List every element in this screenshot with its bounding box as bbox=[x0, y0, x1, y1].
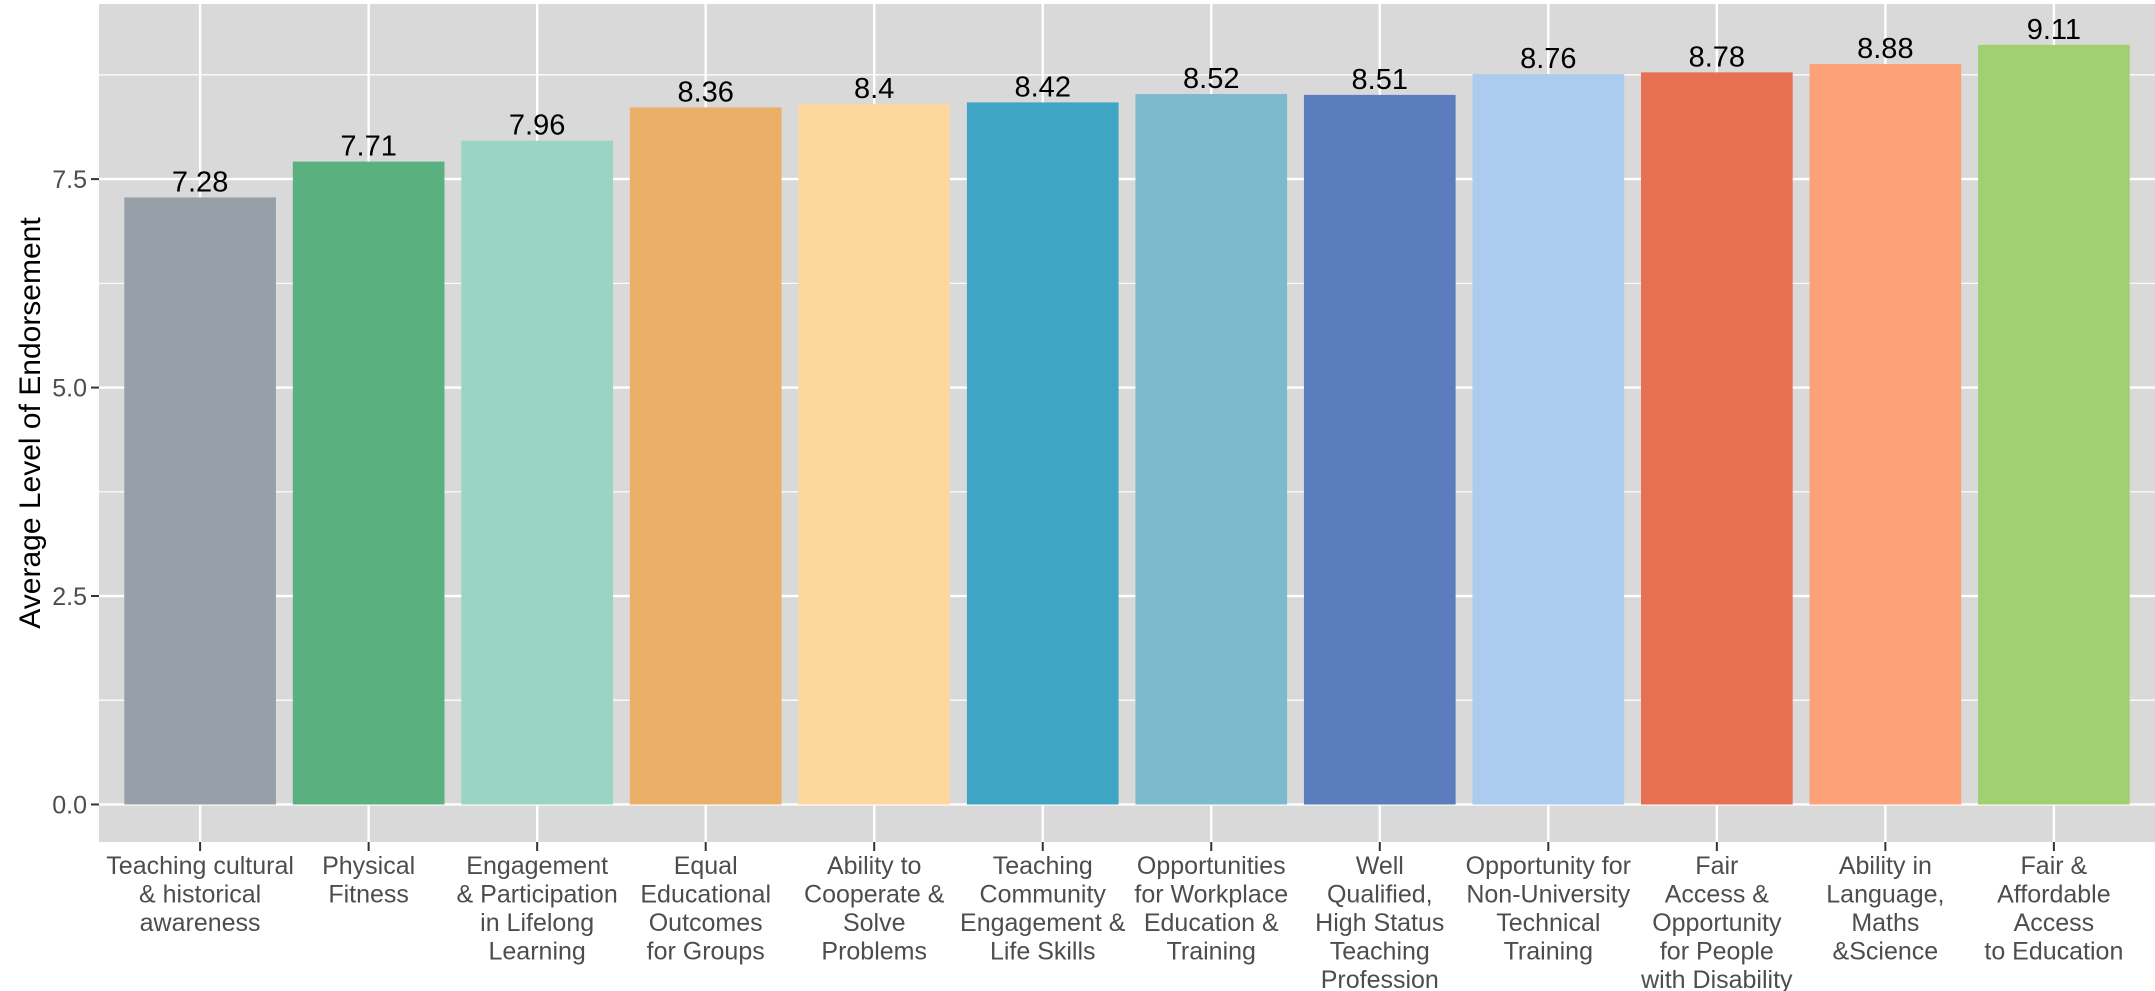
x-tick-label: Fair & Affordable Access to Education bbox=[1984, 852, 2123, 966]
bar bbox=[629, 107, 782, 805]
x-tick-label: Ability to Cooperate & Solve Problems bbox=[804, 852, 945, 966]
y-tick-label: 5.0 bbox=[52, 375, 87, 403]
bars bbox=[124, 44, 2130, 805]
data-label: 8.4 bbox=[854, 73, 894, 105]
data-label: 8.88 bbox=[1857, 33, 1913, 65]
data-label: 7.96 bbox=[509, 110, 565, 142]
y-tick-label: 2.5 bbox=[52, 583, 87, 611]
data-label: 8.36 bbox=[677, 76, 733, 108]
data-label: 8.51 bbox=[1352, 64, 1408, 96]
data-label: 7.28 bbox=[172, 166, 228, 198]
x-axis: Teaching cultural & historical awareness Ph… bbox=[106, 842, 2123, 991]
x-tick-label: Equal Educational Outcomes for Groups bbox=[640, 852, 771, 966]
bar bbox=[1809, 64, 1962, 805]
bar bbox=[461, 140, 613, 805]
x-tick-label: Physical Fitness bbox=[322, 852, 415, 909]
x-tick-label: Opportunity for Non-University Technical Tr… bbox=[1466, 852, 1631, 966]
x-tick-label: Engagement & Participation in Lifelong Lear… bbox=[457, 852, 618, 966]
bar bbox=[1978, 44, 2130, 805]
data-label: 8.42 bbox=[1015, 71, 1071, 103]
x-tick-label: Ability in Language, Maths &Science bbox=[1826, 852, 1944, 966]
x-tick-label: Teaching Community Engagement & Life Skills bbox=[960, 852, 1126, 966]
y-tick-label: 0.0 bbox=[52, 791, 87, 819]
x-tick-label: Teaching cultural & historical awareness bbox=[106, 852, 294, 937]
x-tick-label: Well Qualified, High Status Teaching Profess… bbox=[1315, 852, 1444, 991]
y-tick-label: 7.5 bbox=[52, 166, 87, 194]
bar bbox=[124, 197, 276, 805]
bar bbox=[1303, 94, 1456, 805]
data-label: 9.11 bbox=[2027, 14, 2081, 46]
y-axis: 0.0 2.5 5.0 7.5 bbox=[52, 166, 99, 819]
bar bbox=[1472, 74, 1625, 805]
data-label: 8.52 bbox=[1183, 63, 1239, 95]
y-axis-label: Average Level of Endorsement bbox=[14, 217, 47, 629]
bar bbox=[1135, 94, 1288, 805]
x-tick-label: Fair Access & Opportunity for People with Di… bbox=[1640, 852, 1793, 991]
data-label: 8.76 bbox=[1520, 43, 1576, 75]
data-label: 8.78 bbox=[1689, 41, 1745, 73]
x-tick-label: Opportunities for Workplace Education & Tra… bbox=[1134, 852, 1288, 966]
bar bbox=[966, 102, 1119, 805]
bar bbox=[1641, 72, 1793, 805]
bar bbox=[292, 161, 445, 805]
data-label: 7.71 bbox=[340, 131, 396, 163]
bar bbox=[798, 104, 951, 805]
data-labels: 7.28 7.71 7.96 8.36 8.4 8.42 8.52 8.51 8.76 8.78 8… bbox=[172, 14, 2081, 199]
